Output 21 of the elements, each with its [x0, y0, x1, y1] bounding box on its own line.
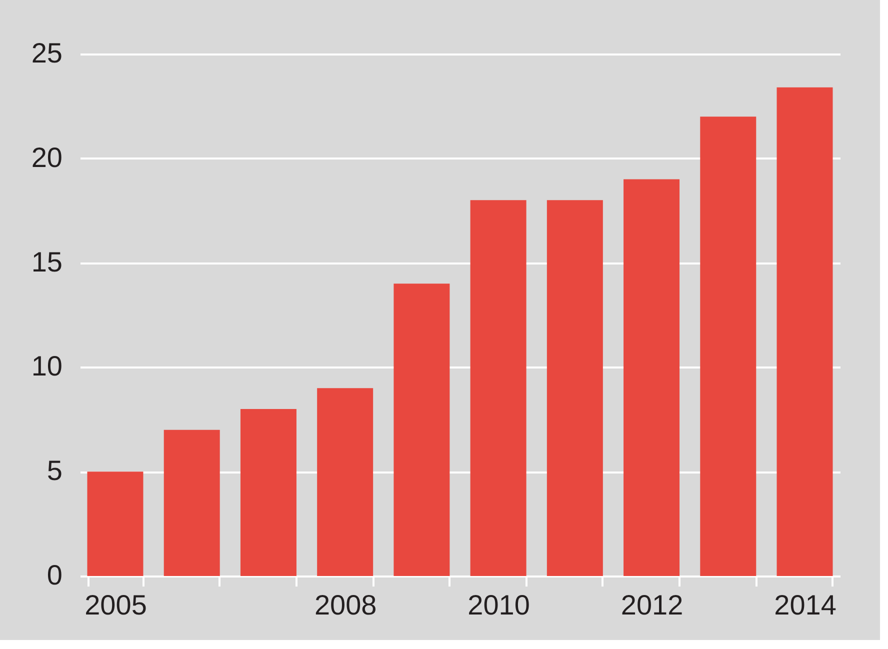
- bar: [240, 408, 296, 576]
- x-tick-label: 2014: [774, 590, 836, 620]
- y-tick-label: 20: [31, 142, 62, 173]
- bar: [624, 179, 680, 576]
- bar: [164, 430, 220, 576]
- y-tick-label: 10: [31, 350, 62, 382]
- x-tick-label: 2008: [314, 590, 377, 620]
- x-tick-label: 2005: [84, 590, 147, 620]
- bar: [317, 388, 374, 576]
- bar: [776, 87, 833, 576]
- bar: [470, 200, 526, 576]
- y-tick-label: 5: [46, 455, 62, 486]
- bar: [394, 284, 450, 576]
- x-tick-label: 2012: [620, 590, 684, 620]
- y-tick-label: 25: [31, 38, 62, 68]
- bar: [700, 116, 756, 576]
- y-tick-label: 15: [31, 246, 62, 278]
- bar: [87, 472, 144, 576]
- bar: [546, 200, 603, 576]
- x-tick-label: 2010: [468, 590, 530, 620]
- y-tick-label: 0: [46, 560, 62, 590]
